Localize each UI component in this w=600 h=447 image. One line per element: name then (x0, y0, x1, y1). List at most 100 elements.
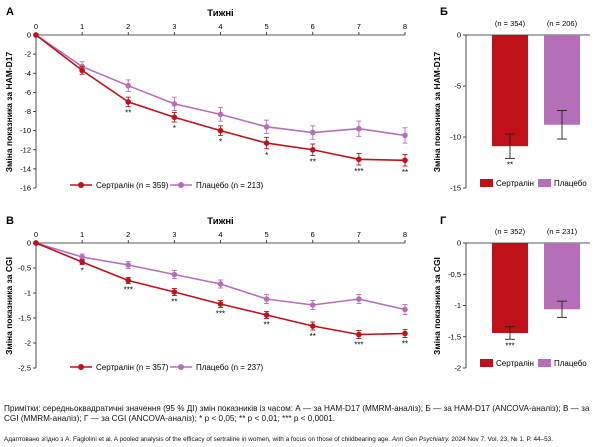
data-point (171, 271, 178, 278)
panel-label: А (6, 6, 14, 18)
y-tick-label: -1 (454, 301, 461, 310)
data-point (217, 111, 224, 118)
source-prefix: Адаптовано згідно з A. Fagiolini et al. … (4, 436, 392, 443)
significance-marker: ** (507, 160, 513, 169)
data-point (33, 32, 39, 38)
y-tick-label: -2,5 (18, 364, 31, 373)
n-label: (n = 354) (495, 19, 526, 28)
panel-d: Г Зміна показника за CGI 0 -0,5 -1 -1,5 -2 (n =… (432, 215, 590, 373)
n-label: (n = 206) (547, 19, 578, 28)
legend-item-placebo: Плацебо (538, 179, 587, 188)
data-point (125, 277, 132, 284)
data-point (171, 289, 178, 295)
legend-marker (178, 182, 184, 188)
legend-marker (78, 182, 84, 188)
significance-marker: * (173, 124, 176, 133)
data-point (217, 281, 224, 287)
panel-label: В (6, 215, 14, 227)
legend-swatch (538, 359, 551, 367)
data-point (125, 99, 132, 105)
bar (492, 243, 528, 333)
x-tick-label: 8 (403, 230, 407, 239)
y-tick-label: -2 (24, 50, 31, 59)
legend-item-sertraline: Сертралін (480, 359, 534, 368)
data-point (402, 330, 408, 337)
x-tick-label: 6 (311, 22, 315, 31)
y-tick-label: -8 (24, 107, 31, 116)
legend-label: Сертралін (496, 359, 534, 368)
figure-note: Примітки: середньоквадратичні значення (… (4, 404, 590, 423)
data-point (402, 157, 408, 164)
y-axis-label: Зміна показника за CGI (4, 257, 14, 355)
y-tick-label: -5 (454, 82, 461, 91)
x-tick-label: 4 (218, 22, 222, 31)
significance-marker: * (219, 137, 222, 146)
y-tick-label: -16 (20, 184, 31, 193)
legend-swatch (480, 179, 493, 187)
x-tick-label: 1 (80, 22, 84, 31)
data-point (171, 114, 178, 121)
significance-marker: ** (402, 340, 408, 349)
data-point (263, 124, 270, 130)
x-tick-label: 4 (218, 230, 222, 239)
legend-marker (178, 364, 184, 370)
series-line (35, 242, 406, 311)
significance-marker: * (265, 151, 268, 160)
data-point (79, 254, 85, 260)
legend-item-sertraline: Сертралін (480, 179, 534, 188)
bar-placebo: (n = 206) (544, 19, 580, 140)
data-point (263, 296, 270, 302)
bar-sertraline: (n = 352) (492, 227, 528, 340)
legend-item-placebo: Плацебо (n = 237) (170, 363, 264, 372)
legend-label: Сертралін (n = 357) (96, 363, 169, 372)
x-tick-label: 0 (34, 22, 38, 31)
y-tick-label: -0,5 (18, 264, 31, 273)
x-tick-label: 1 (80, 230, 84, 239)
legend-label: Плацебо (554, 359, 587, 368)
x-tick-label: 3 (172, 22, 176, 31)
legend-label: Плацебо (n = 213) (196, 181, 264, 190)
y-axis-label: Зміна показника за HAM-D17 (432, 51, 442, 172)
significance-marker: *** (216, 310, 225, 319)
data-point (309, 323, 316, 329)
legend-swatch (538, 179, 551, 187)
data-point (125, 262, 132, 268)
y-tick-label: -1 (24, 289, 31, 298)
x-tick-label: 7 (357, 230, 361, 239)
data-point (356, 331, 362, 338)
legend-label: Плацебо (n = 237) (196, 363, 264, 372)
data-point (79, 67, 85, 74)
data-point (356, 296, 362, 302)
legend-item-sertraline: Сертралін (n = 357) (70, 363, 169, 372)
y-axis-label: Зміна показника за CGI (432, 257, 442, 355)
y-tick-label: -10 (20, 126, 31, 135)
y-tick-label: -0,5 (448, 270, 461, 279)
source-journal: Ann Gen Psychiatry. (391, 436, 450, 443)
y-tick-label: -10 (450, 133, 461, 142)
y-tick-label: -1,5 (448, 332, 461, 341)
panel-a: А Зміна показника за HAM-D17 0 -2 -4 -6 -8 -10 -… (4, 6, 408, 193)
x-tick-label: 2 (126, 230, 130, 239)
bar-sertraline: (n = 354) (492, 19, 528, 159)
x-tick-label: 2 (126, 22, 130, 31)
x-tick-label: 8 (403, 22, 407, 31)
y-tick-label: -4 (24, 69, 31, 78)
y-tick-label: 0 (27, 239, 31, 248)
y-tick-label: -2 (454, 364, 461, 373)
legend-item-sertraline: Сертралін (n = 359) (70, 181, 169, 190)
n-label: (n = 352) (495, 227, 526, 236)
y-tick-label: -12 (20, 145, 31, 154)
legend-label: Сертралін (n = 359) (96, 181, 169, 190)
legend-marker (78, 364, 84, 370)
significance-marker: ** (310, 157, 316, 166)
bar-placebo: (n = 231) (544, 227, 580, 318)
significance-marker: ** (402, 168, 408, 177)
bar (544, 243, 580, 310)
chart-title: Тижні (207, 8, 233, 19)
y-tick-label: -6 (24, 88, 31, 97)
y-tick-label: -2 (24, 339, 31, 348)
y-tick-label: -14 (20, 164, 31, 173)
data-point (356, 156, 362, 163)
significance-marker: ** (264, 321, 270, 330)
